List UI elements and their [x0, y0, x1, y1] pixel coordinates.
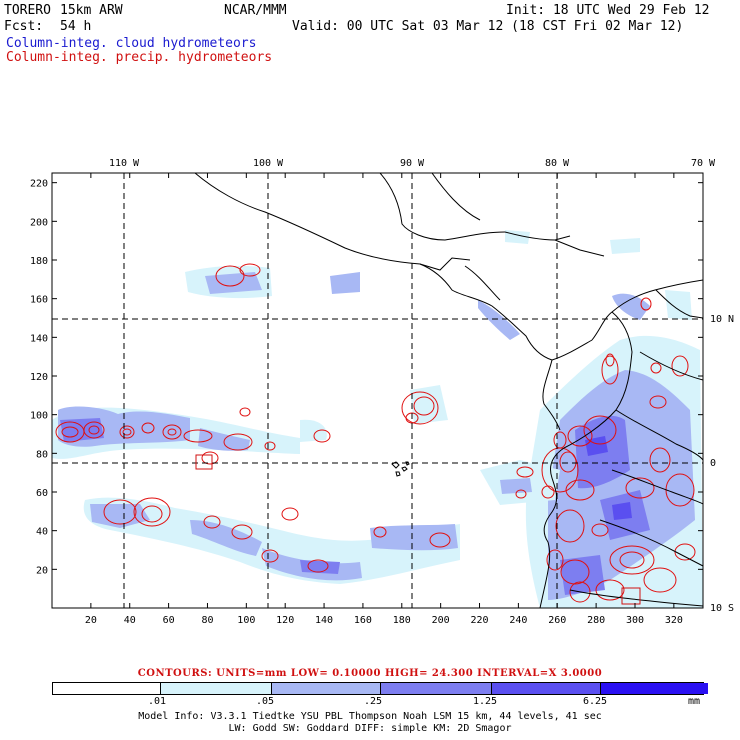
- latitude-label: 0: [710, 458, 716, 469]
- y-tick-label: 80: [36, 449, 48, 460]
- field-precip-label: Column-integ. precip. hydrometeors: [6, 50, 273, 65]
- legend-swatch: [53, 683, 160, 694]
- init-time: Init: 18 UTC Wed 29 Feb 12: [506, 3, 710, 18]
- legend-label: 6.25: [583, 696, 608, 707]
- longitude-label: 80 W: [545, 158, 570, 169]
- x-tick-label: 260: [548, 615, 566, 626]
- coastlines: [194, 173, 703, 608]
- y-tick-label: 200: [30, 217, 48, 228]
- forecast-label: Fcst:: [4, 19, 44, 34]
- model-resolution: 15km ARW: [60, 3, 123, 18]
- legend-swatch: [380, 683, 491, 694]
- x-tick-label: 220: [470, 615, 488, 626]
- longitude-labels: 110 W 100 W 90 W 80 W 70 W: [109, 158, 716, 169]
- forecast-hour: 54 h: [60, 19, 92, 34]
- model-info-line1: Model Info: V3.3.1 Tiedtke YSU PBL Thomp…: [138, 711, 602, 722]
- x-tick-label: 280: [587, 615, 605, 626]
- x-tick-label: 160: [354, 615, 372, 626]
- x-tick-label: 60: [163, 615, 175, 626]
- y-tick-label: 100: [30, 411, 48, 422]
- model-name: TORERO: [4, 3, 51, 18]
- x-tick-label: 300: [626, 615, 644, 626]
- latitude-labels: 10 N 0 10 S: [710, 314, 734, 614]
- x-tick-label: 20: [85, 615, 97, 626]
- y-tick-label: 60: [36, 488, 48, 499]
- x-tick-label: 100: [237, 615, 255, 626]
- legend-label: .05: [256, 696, 275, 707]
- legend-label: 1.25: [473, 696, 498, 707]
- x-tick-label: 180: [393, 615, 411, 626]
- legend-swatch: [160, 683, 271, 694]
- longitude-label: 90 W: [400, 158, 425, 169]
- valid-time: Valid: 00 UTC Sat 03 Mar 12 (18 CST Fri …: [292, 19, 684, 34]
- x-tick-label: 200: [432, 615, 450, 626]
- model-info-line2: LW: Godd SW: Goddard DIFF: simple KM: 2D…: [228, 723, 512, 734]
- y-tick-label: 160: [30, 295, 48, 306]
- map-frame: [51, 172, 704, 609]
- legend-label: mm: [688, 696, 701, 707]
- field-cloud-label: Column-integ. cloud hydrometeors: [6, 36, 257, 51]
- latitude-label: 10 N: [710, 314, 734, 325]
- highlight-boxes: [195, 454, 641, 605]
- contour-info: CONTOURS: UNITS=mm LOW= 0.10000 HIGH= 24…: [137, 668, 603, 679]
- y-tick-label: 40: [36, 527, 48, 538]
- x-tick-label: 320: [665, 615, 683, 626]
- cloud-shading: [52, 230, 703, 608]
- x-tick-label: 240: [509, 615, 527, 626]
- legend-swatch: [600, 683, 708, 694]
- x-tick-label: 140: [315, 615, 333, 626]
- x-tick-label: 120: [276, 615, 294, 626]
- legend-label: .01: [148, 696, 167, 707]
- y-tick-label: 140: [30, 333, 48, 344]
- y-tick-label: 180: [30, 256, 48, 267]
- y-axis: 20 40 60 80 100 120 140 160 180 200 220: [30, 179, 703, 576]
- latitude-label: 10 S: [710, 603, 734, 614]
- y-tick-label: 120: [30, 372, 48, 383]
- legend-label: .25: [364, 696, 383, 707]
- y-tick-label: 220: [30, 179, 48, 190]
- x-tick-label: 40: [124, 615, 136, 626]
- longitude-label: 100 W: [253, 158, 284, 169]
- legend-colorbar: [52, 682, 708, 695]
- x-tick-label: 80: [201, 615, 213, 626]
- organization: NCAR/MMM: [224, 3, 287, 18]
- longitude-label: 110 W: [109, 158, 140, 169]
- longitude-label: 70 W: [691, 158, 716, 169]
- x-axis: 20 40 60 80 100 120 140 160 180 200 220 240 260 280 30…: [85, 173, 683, 626]
- legend-swatch: [491, 683, 600, 694]
- y-tick-label: 20: [36, 565, 48, 576]
- legend-swatch: [271, 683, 380, 694]
- lat-lon-grid: [52, 173, 703, 608]
